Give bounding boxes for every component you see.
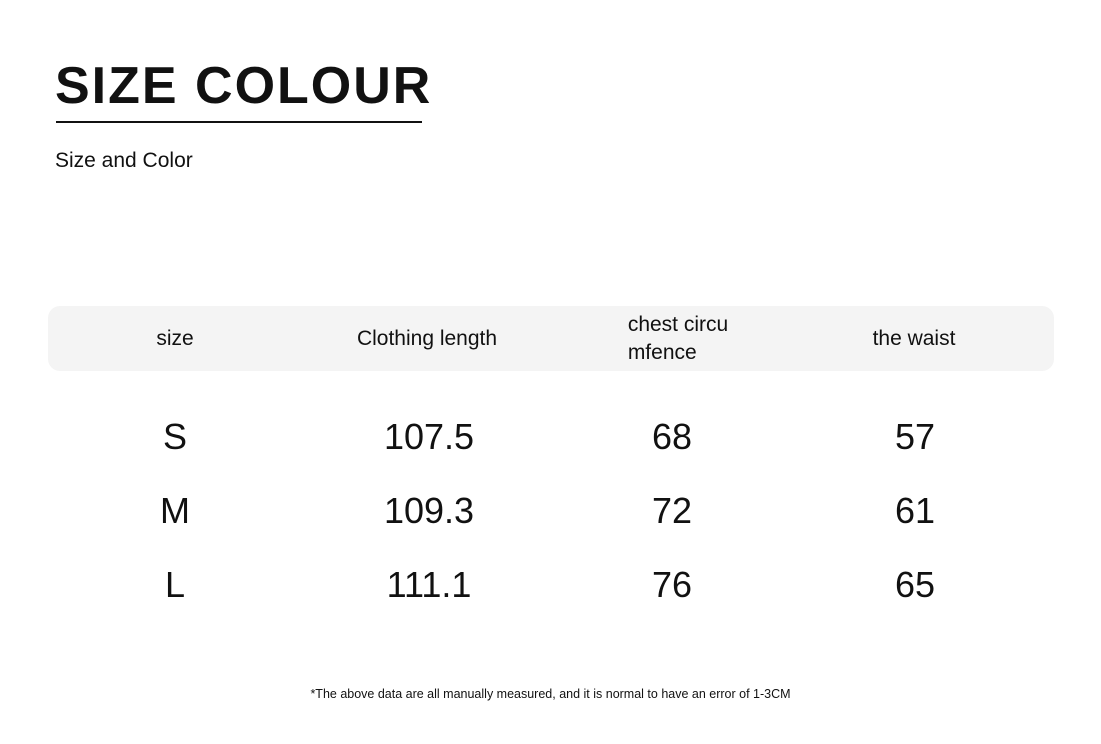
cell-size: M bbox=[160, 490, 190, 531]
column-header-waist: the waist bbox=[872, 326, 956, 350]
column-header-size: size bbox=[156, 326, 194, 350]
page-title: SIZE COLOUR bbox=[55, 57, 433, 115]
column-header-chest: chest circu mfence bbox=[627, 312, 729, 364]
page-subtitle: Size and Color bbox=[55, 149, 193, 172]
cell-waist: 57 bbox=[894, 416, 936, 457]
table-row: M 109.3 72 61 bbox=[0, 489, 1101, 533]
table-header: size Clothing length chest circu mfence … bbox=[48, 306, 1054, 371]
cell-waist: 61 bbox=[894, 490, 936, 531]
cell-chest: 72 bbox=[651, 490, 693, 531]
cell-clothing-length: 111.1 bbox=[386, 564, 472, 605]
table-row: S 107.5 68 57 bbox=[0, 415, 1101, 459]
cell-size: L bbox=[164, 564, 186, 605]
footnote: *The above data are all manually measure… bbox=[310, 687, 791, 701]
cell-chest: 76 bbox=[651, 564, 693, 605]
cell-clothing-length: 107.5 bbox=[383, 416, 475, 457]
title-divider bbox=[56, 121, 422, 123]
cell-clothing-length: 109.3 bbox=[383, 490, 475, 531]
column-header-clothing-length: Clothing length bbox=[356, 326, 498, 350]
table-row: L 111.1 76 65 bbox=[0, 563, 1101, 607]
cell-size: S bbox=[162, 416, 188, 457]
cell-chest: 68 bbox=[651, 416, 693, 457]
cell-waist: 65 bbox=[894, 564, 936, 605]
